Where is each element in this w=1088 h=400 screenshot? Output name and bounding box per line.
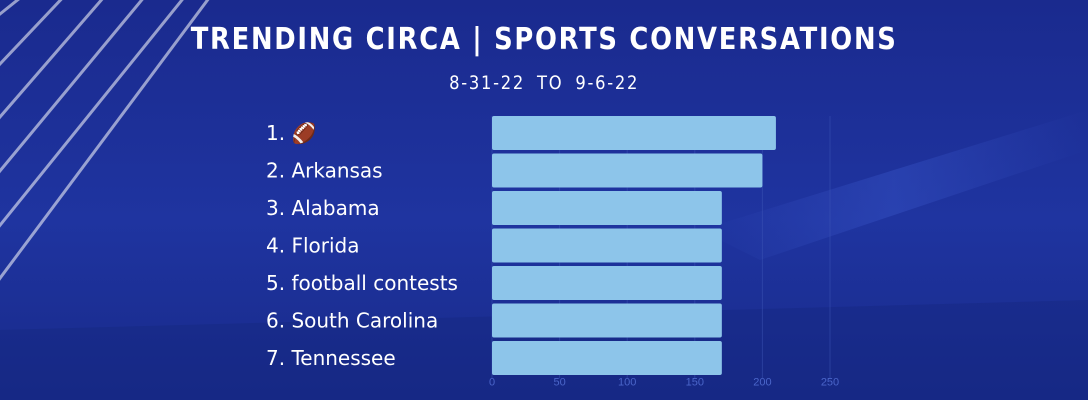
category-label: 7. Tennessee	[266, 346, 396, 370]
bar	[492, 266, 722, 300]
bar	[492, 228, 722, 263]
bar	[492, 341, 722, 375]
category-label: 5. football contests	[266, 271, 458, 295]
date-range: 8-31-22 TO 9-6-22	[449, 72, 640, 94]
x-tick-label: 50	[553, 377, 565, 389]
category-label: 4. Florida	[266, 234, 359, 258]
x-tick-label: 250	[821, 377, 839, 389]
chart-title: TRENDING CIRCA | SPORTS CONVERSATIONS	[190, 22, 898, 57]
decorative-diagonal-stripes	[0, 0, 210, 281]
x-tick-label: 0	[489, 377, 495, 389]
x-tick-label: 200	[753, 377, 771, 389]
bar	[492, 116, 776, 150]
bar	[492, 191, 722, 225]
category-label: 6. South Carolina	[266, 309, 438, 333]
category-label: 1. 🏈	[266, 121, 316, 145]
x-tick-label: 100	[618, 377, 636, 389]
bar	[492, 153, 763, 188]
x-tick-label: 150	[686, 377, 704, 389]
category-label: 3. Alabama	[266, 196, 380, 220]
category-label: 2. Arkansas	[266, 159, 383, 183]
bar	[492, 303, 722, 338]
